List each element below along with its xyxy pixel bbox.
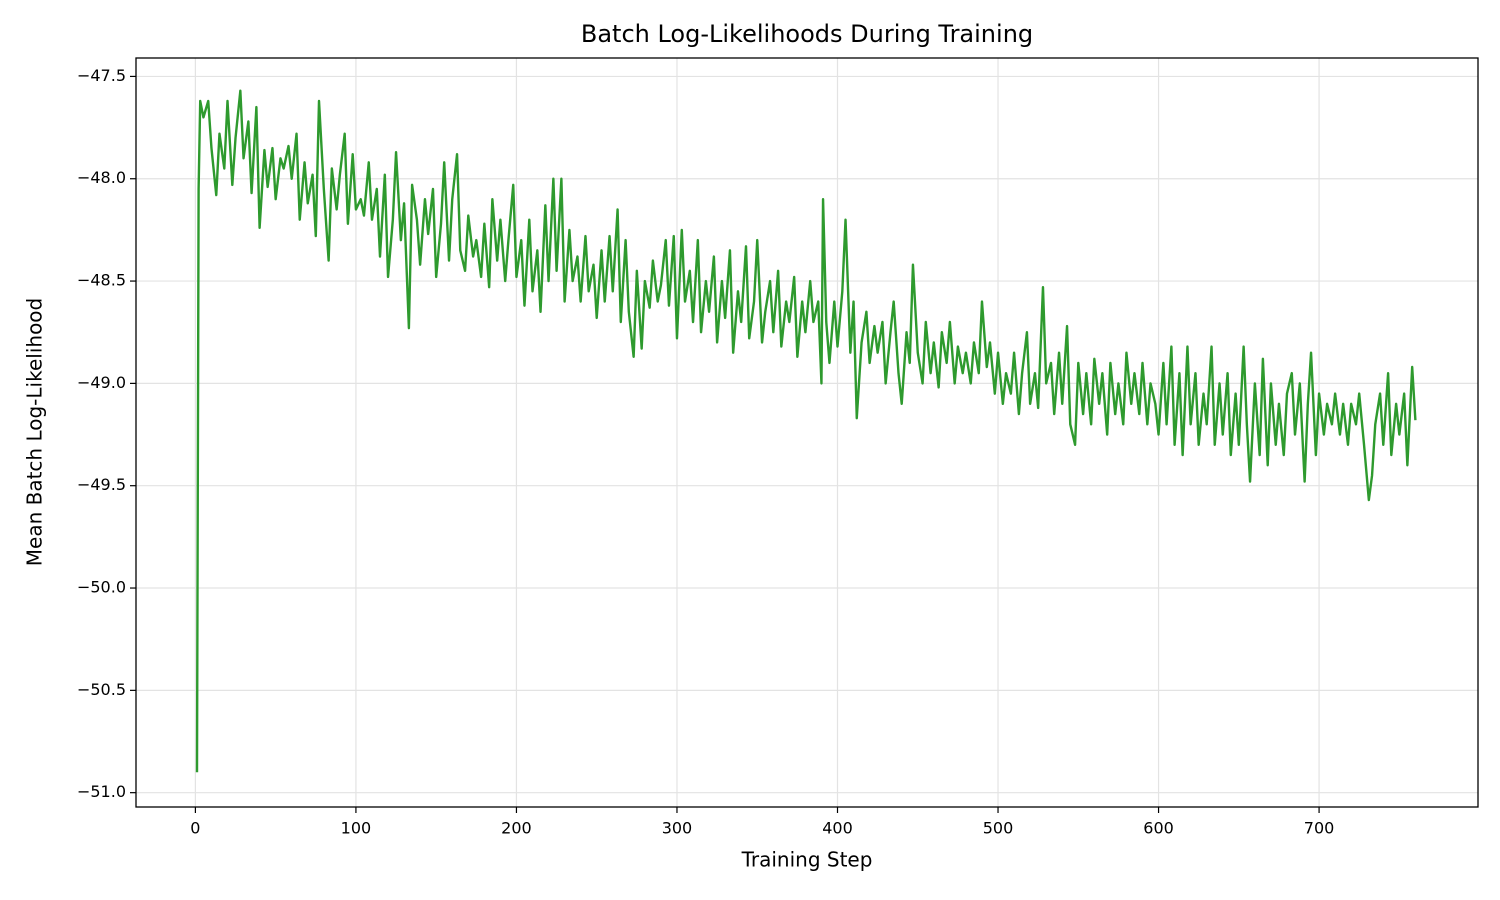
x-tick-label: 700: [1304, 819, 1335, 838]
x-tick-label: 400: [822, 819, 853, 838]
y-tick-label: −51.0: [77, 782, 126, 801]
y-tick-label: −50.5: [77, 680, 126, 699]
x-tick-label: 300: [662, 819, 693, 838]
x-tick-label: 200: [501, 819, 532, 838]
y-axis-label: Mean Batch Log-Likelihood: [23, 298, 47, 566]
y-tick-label: −47.5: [77, 66, 126, 85]
chart-title: Batch Log-Likelihoods During Training: [581, 20, 1033, 48]
x-axis-label: Training Step: [741, 848, 873, 872]
y-tick-label: −50.0: [77, 578, 126, 597]
x-tick-label: 0: [190, 819, 200, 838]
x-tick-label: 500: [983, 819, 1014, 838]
x-tick-label: 600: [1143, 819, 1174, 838]
plot-frame: [135, 57, 1479, 808]
data-line: [195, 89, 1417, 773]
y-tick-label: −48.5: [77, 271, 126, 290]
x-tick-label: 100: [341, 819, 372, 838]
y-tick-label: −48.0: [77, 168, 126, 187]
y-tick-label: −49.5: [77, 475, 126, 494]
y-tick-label: −49.0: [77, 373, 126, 392]
